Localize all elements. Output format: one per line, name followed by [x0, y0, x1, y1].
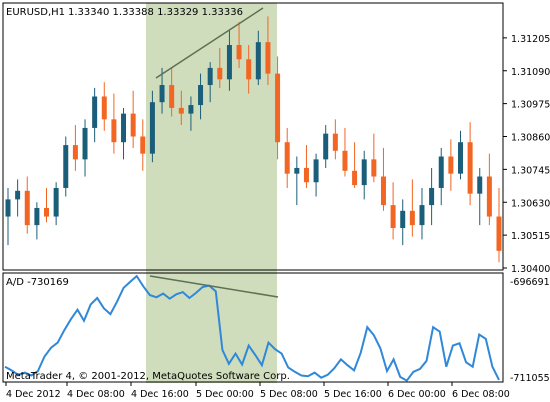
- candle-body[interactable]: [467, 142, 473, 194]
- indicator-trend-line[interactable]: [149, 275, 279, 298]
- indicator-label: A/D -730169: [6, 277, 69, 288]
- candle-body[interactable]: [236, 45, 242, 60]
- candle-body[interactable]: [265, 42, 271, 74]
- candle-body[interactable]: [72, 145, 78, 160]
- time-tick-label: 5 Dec 00:00: [196, 389, 254, 400]
- candle-body[interactable]: [409, 210, 415, 226]
- time-tick-label: 6 Dec 08:00: [452, 389, 510, 400]
- copyright-text: MetaTrader 4, © 2001-2012, MetaQuotes So…: [6, 371, 290, 382]
- candle-body[interactable]: [82, 127, 88, 160]
- candle-body[interactable]: [361, 159, 367, 186]
- price-tick-label: 1.30630: [511, 198, 550, 209]
- candle-body[interactable]: [284, 142, 290, 174]
- candle-body[interactable]: [352, 170, 358, 186]
- price-tick-label: 1.30515: [511, 231, 550, 242]
- indicator-pane[interactable]: [2, 272, 504, 383]
- price-tick-label: 1.30400: [511, 264, 550, 275]
- candle-body[interactable]: [419, 205, 425, 226]
- candle-body[interactable]: [140, 136, 146, 154]
- candle-body[interactable]: [159, 85, 165, 103]
- price-tick-label: 1.30975: [511, 100, 550, 111]
- candle-body[interactable]: [63, 145, 69, 188]
- candle-body[interactable]: [486, 176, 492, 217]
- candle-body[interactable]: [371, 159, 377, 177]
- candle-body[interactable]: [380, 176, 386, 206]
- candle-body[interactable]: [34, 207, 40, 226]
- candle-body[interactable]: [121, 113, 127, 143]
- candle-body[interactable]: [5, 199, 11, 217]
- price-tick-label: 1.30860: [511, 133, 550, 144]
- price-tick-label: 1.30745: [511, 165, 550, 176]
- time-tick-label: 5 Dec 16:00: [324, 389, 382, 400]
- time-tick-label: 4 Dec 16:00: [131, 389, 189, 400]
- candle-body[interactable]: [246, 59, 252, 80]
- ad-line[interactable]: [4, 274, 500, 382]
- candle-body[interactable]: [15, 190, 21, 200]
- price-tick-label: 1.31205: [511, 34, 550, 45]
- candle-body[interactable]: [92, 96, 98, 128]
- candle-body[interactable]: [457, 142, 463, 174]
- indicator-max-label: -696691: [510, 277, 550, 288]
- time-tick-label: 4 Dec 08:00: [67, 389, 125, 400]
- candle-body[interactable]: [178, 107, 184, 114]
- candle-body[interactable]: [313, 159, 319, 183]
- time-tick-label: 6 Dec 00:00: [388, 389, 446, 400]
- candle-body[interactable]: [207, 67, 213, 86]
- candle-body[interactable]: [198, 85, 204, 106]
- price-y-axis: 1.31205 1.31090 1.30975 1.30860 1.30745 1.306…: [503, 34, 550, 275]
- candle-body[interactable]: [188, 105, 194, 114]
- time-tick-label: 5 Dec 08:00: [260, 389, 318, 400]
- candle-body[interactable]: [400, 210, 406, 228]
- candle-body[interactable]: [130, 113, 136, 137]
- candle-body[interactable]: [101, 96, 107, 120]
- highlight-region: [146, 3, 277, 383]
- ohlc-values: 1.33340 1.33388 1.33329 1.33336: [68, 7, 243, 18]
- candle-body[interactable]: [390, 205, 396, 228]
- time-x-axis: 4 Dec 2012 4 Dec 08:00 4 Dec 16:00 5 Dec 00…: [5, 382, 510, 400]
- symbol-label: EURUSD,H1: [6, 7, 65, 18]
- candle-body[interactable]: [496, 216, 502, 251]
- candle-body[interactable]: [44, 207, 50, 217]
- candle-body[interactable]: [448, 156, 454, 174]
- candle-body[interactable]: [429, 187, 435, 206]
- candle-body[interactable]: [342, 150, 348, 171]
- candle-body[interactable]: [275, 73, 281, 143]
- candle-body[interactable]: [53, 187, 59, 217]
- candle-body[interactable]: [149, 102, 155, 154]
- candle-body[interactable]: [438, 156, 444, 188]
- candle-body[interactable]: [477, 176, 483, 194]
- candle-body[interactable]: [169, 85, 175, 108]
- ad-indicator-series[interactable]: [4, 274, 500, 382]
- candle-body[interactable]: [226, 45, 232, 80]
- candlestick-series[interactable]: [5, 16, 502, 263]
- candle-body[interactable]: [303, 167, 309, 183]
- candle-body[interactable]: [111, 119, 117, 143]
- candle-body[interactable]: [294, 167, 300, 174]
- candle-body[interactable]: [217, 67, 223, 80]
- candle-body[interactable]: [255, 42, 261, 80]
- candle-body[interactable]: [332, 133, 338, 151]
- indicator-min-label: -711055: [510, 373, 550, 384]
- price-tick-label: 1.31090: [511, 67, 550, 78]
- candle-body[interactable]: [323, 133, 329, 160]
- time-tick-label: 4 Dec 2012: [6, 389, 61, 400]
- candle-body[interactable]: [24, 190, 30, 226]
- price-trend-line[interactable]: [155, 7, 264, 79]
